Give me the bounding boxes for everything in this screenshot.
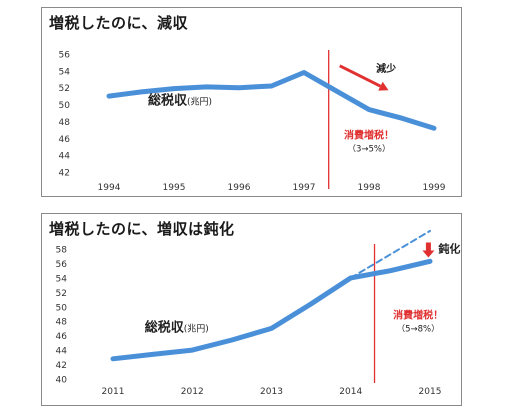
y-tick-label: 58 — [56, 246, 68, 256]
series-label: 総税収(兆円) — [148, 93, 212, 109]
trend-arrow-head — [378, 81, 389, 91]
trend-arrow-shaft — [339, 64, 382, 88]
chart-panel-1: 増税したのに、減収 42 44 46 48 50 52 54 56 1994 1995 1996 19… — [41, 7, 462, 197]
y-tick-label: 42 — [56, 361, 67, 371]
down-arrow-label: 鈍化 — [438, 242, 460, 256]
x-tick-label: 1998 — [358, 183, 381, 193]
y-tick-label: 50 — [56, 303, 68, 313]
down-arrow-head — [422, 250, 435, 258]
chart-title: 増税したのに、減収 — [49, 14, 189, 32]
event-label: 消費増税！ — [344, 128, 394, 141]
y-tick-label: 48 — [59, 118, 71, 128]
y-tick-label: 44 — [59, 152, 71, 162]
x-tick-label: 1999 — [423, 183, 446, 193]
y-tick-label: 56 — [56, 260, 68, 270]
chart-title: 増税したのに、増収は鈍化 — [49, 220, 235, 238]
y-tick-label: 56 — [59, 51, 71, 61]
series-line — [110, 258, 433, 362]
series-label: 総税収(兆円) — [145, 319, 209, 335]
y-tick-label: 52 — [59, 84, 70, 94]
y-tick-label: 50 — [59, 101, 71, 111]
event-sublabel: （3→5%） — [347, 143, 390, 154]
y-tick-label: 52 — [56, 289, 67, 299]
series-line — [106, 70, 437, 131]
y-tick-label: 42 — [59, 169, 70, 179]
y-tick-label: 46 — [59, 135, 71, 145]
x-tick-label: 1997 — [293, 183, 316, 193]
trend-arrow-label: 減少 — [376, 62, 396, 75]
y-tick-label: 54 — [59, 67, 71, 77]
x-tick-label: 2014 — [339, 387, 362, 397]
chart-2-svg: 40 42 44 46 48 50 52 54 56 58 2011 2012 2013 2014 2015… — [56, 229, 460, 397]
x-tick-label: 2013 — [260, 387, 283, 397]
event-sublabel: （5→8%） — [397, 323, 440, 334]
y-tick-label: 40 — [56, 376, 68, 386]
x-tick-label: 1995 — [163, 183, 186, 193]
chart-1-svg: 42 44 46 48 50 52 54 56 1994 1995 1996 1997 1998 1999… — [59, 50, 446, 193]
down-arrow-shaft — [425, 242, 431, 251]
y-tick-label: 54 — [56, 274, 68, 284]
y-tick-label: 48 — [56, 318, 68, 328]
y-tick-label: 46 — [56, 332, 68, 342]
trend-projection-line — [349, 229, 431, 279]
x-tick-label: 1994 — [98, 183, 121, 193]
chart-panel-2: 増税したのに、増収は鈍化 40 42 44 46 48 50 52 54 56 58 2011 201… — [41, 213, 462, 406]
x-tick-label: 2015 — [419, 387, 442, 397]
event-label: 消費増税！ — [393, 308, 443, 321]
x-tick-label: 2011 — [102, 387, 125, 397]
x-tick-label: 2012 — [181, 387, 204, 397]
x-tick-label: 1996 — [228, 183, 251, 193]
y-tick-label: 44 — [56, 347, 68, 357]
